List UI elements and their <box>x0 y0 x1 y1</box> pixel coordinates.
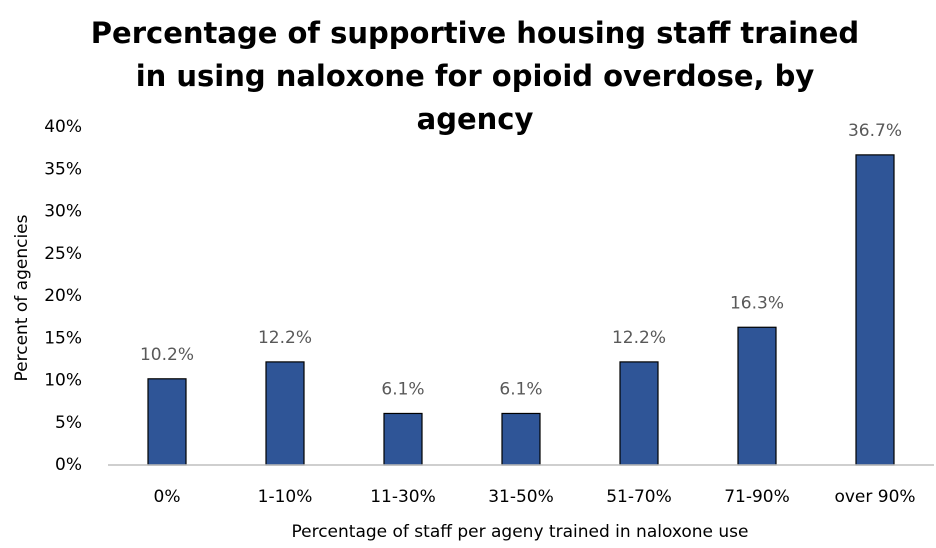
bar <box>501 412 541 466</box>
value-label: 16.3% <box>730 293 784 313</box>
x-tick-label: 51-70% <box>606 487 672 507</box>
x-tick-label: 71-90% <box>724 487 790 507</box>
bar <box>265 361 305 466</box>
chart-title: Percentage of supportive housing staff t… <box>90 16 860 136</box>
bar <box>737 326 777 466</box>
value-label: 36.7% <box>848 121 902 141</box>
value-label: 6.1% <box>381 379 424 399</box>
y-tick-label: 5% <box>55 413 82 433</box>
x-tick-label: 1-10% <box>258 487 313 507</box>
y-tick-label: 25% <box>44 244 82 264</box>
bar <box>383 412 423 466</box>
bar <box>619 361 659 466</box>
bar <box>147 378 187 466</box>
y-tick-label: 35% <box>44 159 82 179</box>
y-tick-label: 40% <box>44 117 82 137</box>
value-label: 6.1% <box>499 379 542 399</box>
x-tick-label: over 90% <box>834 487 915 507</box>
value-label: 12.2% <box>258 328 312 348</box>
x-tick-label: 31-50% <box>488 487 554 507</box>
x-axis-label: Percentage of staff per ageny trained in… <box>291 522 748 542</box>
x-tick-label: 0% <box>154 487 181 507</box>
y-tick-label: 15% <box>44 328 82 348</box>
bar <box>855 154 895 466</box>
value-label: 10.2% <box>140 345 194 365</box>
y-tick-label: 10% <box>44 371 82 391</box>
y-axis-label: Percent of agencies <box>12 214 32 381</box>
y-tick-label: 0% <box>55 455 82 475</box>
x-tick-label: 11-30% <box>370 487 436 507</box>
y-tick-label: 30% <box>44 202 82 222</box>
y-tick-label: 20% <box>44 286 82 306</box>
value-label: 12.2% <box>612 328 666 348</box>
